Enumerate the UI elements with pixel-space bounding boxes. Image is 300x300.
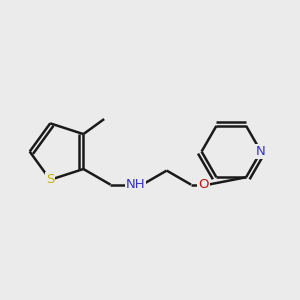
Text: O: O [198, 178, 209, 191]
Text: NH: NH [126, 178, 145, 191]
Text: S: S [46, 173, 54, 186]
Text: N: N [256, 145, 266, 158]
